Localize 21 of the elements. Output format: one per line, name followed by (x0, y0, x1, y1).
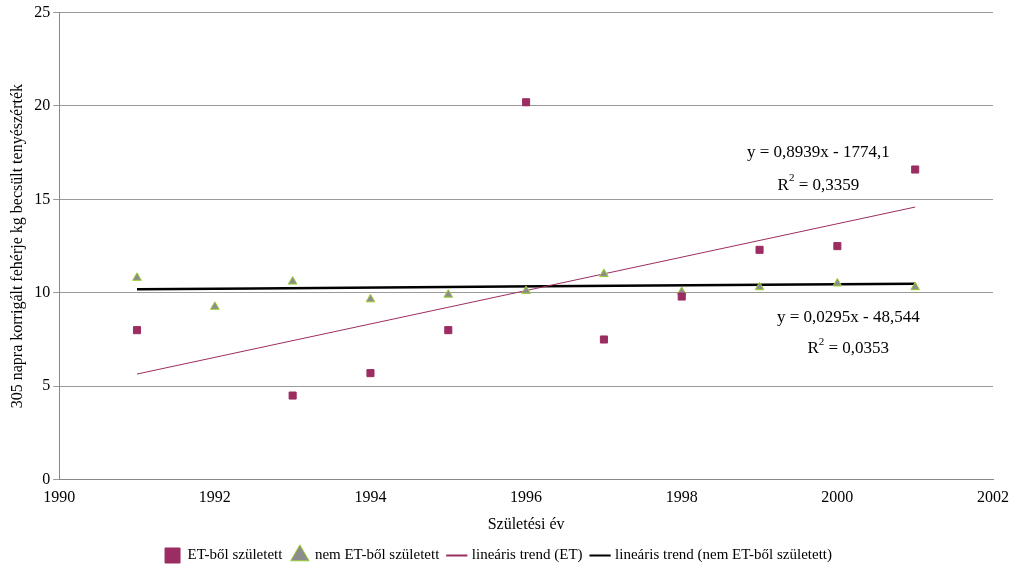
y-tick-label: 20 (34, 96, 51, 114)
y-tick-label: 25 (34, 2, 51, 20)
y-tick-label: 15 (34, 189, 51, 207)
x-axis-title: Születési év (487, 514, 565, 532)
annotation: y = 0,0295x - 48,544 (776, 306, 921, 326)
y-tick-label: 0 (42, 469, 51, 487)
y-tick-label: 5 (42, 376, 51, 394)
legend-label: nem ET-ből született (314, 546, 441, 563)
x-tick-label: 2000 (821, 488, 854, 506)
annotation: y = 0,8939x - 1774,1 (747, 142, 890, 162)
y-axis-title: 305 napra korrigált fehérje kg becsült tenyészérték (7, 83, 26, 409)
x-tick-label: 1994 (354, 488, 387, 506)
x-tick-label: 1996 (510, 488, 543, 506)
x-tick-label: 2002 (977, 488, 1009, 506)
x-tick-label: 1990 (43, 488, 76, 506)
x-tick-label: 1998 (665, 488, 698, 506)
legend-label: lineáris trend (nem ET-ből született) (615, 546, 832, 564)
x-tick-label: 1992 (198, 488, 231, 506)
y-tick-label: 10 (34, 283, 51, 300)
legend-label: lineáris trend (ET) (471, 546, 583, 564)
legend-label: ET-ből született (187, 546, 284, 563)
